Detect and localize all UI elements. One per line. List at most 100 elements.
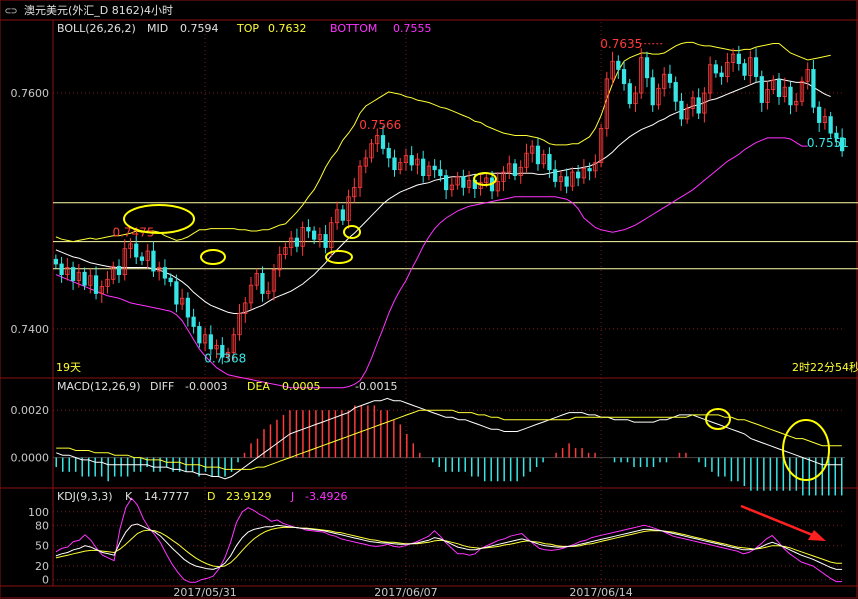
kdj-k-label: K [125, 490, 133, 503]
countdown-timer: 2时22分54秒 [792, 360, 858, 374]
candle-body [680, 101, 683, 119]
candle-body [588, 169, 591, 171]
kdj-d-value: 23.9129 [226, 490, 272, 503]
candle-body [198, 326, 201, 343]
candle-body [829, 117, 832, 134]
candle-body [737, 54, 740, 63]
candle-body [576, 172, 579, 178]
candle-body [674, 82, 677, 101]
candle-body [175, 282, 178, 304]
macd-dea-value: 0.0005 [282, 380, 321, 393]
candle-body [462, 177, 465, 188]
kdj-panel[interactable] [56, 498, 842, 582]
boll-name: BOLL(26,26,2) [57, 22, 136, 35]
candle-body [192, 317, 195, 326]
candle-body [261, 273, 264, 293]
macd-diff-value: -0.0003 [185, 380, 227, 393]
date-tick-label: 2017/05/31 [173, 586, 236, 599]
kdj-tick-label: 50 [35, 540, 49, 553]
candle-body [410, 156, 413, 165]
period-note: 19天 [56, 361, 81, 374]
highlight-ring [124, 205, 194, 233]
candle-body [295, 238, 298, 246]
candle-body [777, 80, 780, 97]
candle-body [754, 58, 757, 77]
highlight-ring [344, 226, 360, 238]
candle-body [760, 77, 763, 103]
candle-body [324, 235, 327, 248]
kdj-name: KDJ(9,3,3) [57, 490, 113, 503]
boll-top-value: 0.7632 [268, 22, 307, 35]
boll-top-label: TOP [236, 22, 259, 35]
macd-name: MACD(12,26,9) [57, 380, 141, 393]
candle-body [209, 335, 212, 349]
macd-histogram-value: -0.0015 [355, 380, 397, 393]
kdj-tick-label: 0 [42, 574, 49, 587]
highlight-ring [201, 250, 225, 264]
kdj-legend: KDJ(9,3,3) K 14.7777 D 23.9129 J -3.4926 [57, 490, 347, 503]
boll-mid-value: 0.7594 [180, 22, 219, 35]
candle-body [789, 87, 792, 105]
candle-body [444, 176, 447, 190]
candle-body [163, 268, 166, 279]
macd-tick-label: 0.0000 [11, 452, 50, 465]
candle-body [743, 64, 746, 76]
price-annotation: 0.7566 [359, 118, 401, 132]
price-tick-label: 0.7600 [11, 87, 50, 100]
boll-bottom-label: BOTTOM [330, 22, 377, 35]
trend-arrow-head [808, 530, 826, 541]
price-annotation: 0.7635 [600, 37, 642, 51]
macd-diff-label: DIFF [150, 380, 174, 393]
candle-body [812, 69, 815, 107]
candle-body [54, 259, 57, 264]
price-annotation: 0.7368 [204, 352, 246, 366]
candle-body [83, 272, 86, 285]
candle-body [71, 268, 74, 281]
price-tick-label: 0.7400 [11, 323, 50, 336]
candle-body [439, 170, 442, 176]
macd-dea-line [56, 410, 842, 469]
kdj-tick-label: 20 [35, 560, 49, 573]
kdj-d-label: D [207, 490, 215, 503]
candle-body [152, 251, 155, 271]
candle-body [140, 257, 143, 261]
candle-body [341, 210, 344, 221]
kdj-k-line [56, 524, 842, 569]
kdj-j-value: -3.4926 [305, 490, 347, 503]
macd-legend: MACD(12,26,9) DIFF -0.0003 DEA 0.0005 -0… [57, 380, 397, 393]
candle-body [714, 65, 717, 73]
date-tick-label: 2017/06/07 [374, 586, 437, 599]
candle-body [553, 170, 556, 182]
window-title-bar: ⊂⊃ 澳元美元(外汇_D 8162)4小时 [5, 4, 173, 17]
price-panel[interactable]: 0.7475 0.7368 0.7566 0.7635 0.7551 [53, 37, 858, 388]
candle-body [645, 58, 648, 78]
window-menu-icon[interactable]: ⊂⊃ [5, 6, 17, 17]
candle-body [94, 276, 97, 294]
candle-body [617, 61, 620, 69]
boll-bottom-value: 0.7555 [393, 22, 432, 35]
candle-body [548, 154, 551, 169]
candle-body [513, 164, 516, 176]
candle-body [381, 135, 384, 148]
kdj-k-value: 14.7777 [144, 490, 190, 503]
kdj-tick-label: 80 [35, 519, 49, 532]
window-title: 澳元美元(外汇_D 8162)4小时 [24, 4, 173, 17]
candle-body [60, 264, 63, 275]
highlight-ring [706, 409, 730, 429]
candle-body [720, 73, 723, 77]
kdj-d-line [56, 527, 842, 566]
candle-body [668, 74, 671, 82]
candle-body [421, 159, 424, 176]
candle-body [169, 278, 172, 282]
candle-body [536, 146, 539, 164]
candle-body [186, 298, 189, 317]
boll-mid-label: MID [147, 22, 168, 35]
candle-body [817, 107, 820, 122]
date-tick-label: 2017/06/14 [569, 586, 632, 599]
candle-body [312, 231, 315, 239]
boll-legend: BOLL(26,26,2) MID 0.7594 TOP 0.7632 BOTT… [57, 22, 432, 35]
kdj-j-label: J [290, 490, 294, 503]
candle-body [134, 244, 137, 257]
